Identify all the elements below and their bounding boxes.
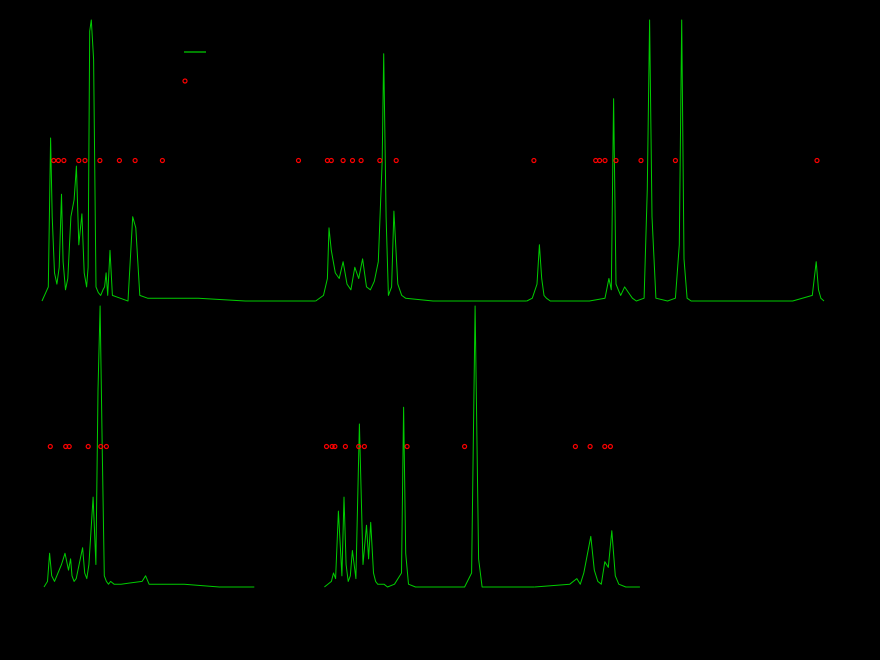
- spectrum-trace-0-0: [41, 19, 316, 302]
- bottom-spectrum-panel: [43, 305, 640, 588]
- peak-marker: [328, 157, 334, 164]
- peak-marker: [342, 443, 348, 450]
- peak-marker: [61, 157, 67, 164]
- peak-marker: [82, 157, 88, 164]
- peak-marker: [85, 443, 91, 450]
- legend: [182, 51, 206, 84]
- peak-marker: [356, 443, 362, 450]
- peak-marker: [76, 157, 82, 164]
- peak-marker: [358, 157, 364, 164]
- peak-marker: [47, 443, 53, 450]
- peak-marker: [103, 443, 110, 450]
- spectrum-trace-0-2: [526, 19, 825, 302]
- peak-marker: [98, 443, 104, 450]
- peak-marker: [638, 157, 644, 164]
- peak-marker: [602, 443, 608, 450]
- peak-marker: [393, 157, 399, 164]
- peak-marker: [55, 157, 62, 164]
- peak-marker: [531, 157, 537, 164]
- peak-marker: [607, 443, 614, 450]
- peak-marker: [814, 157, 820, 164]
- peak-marker: [596, 157, 603, 164]
- peak-marker: [349, 157, 356, 164]
- peak-marker: [295, 157, 302, 164]
- peak-marker: [66, 443, 72, 450]
- peak-marker: [462, 443, 468, 450]
- peak-marker: [572, 443, 579, 450]
- peak-marker: [377, 157, 383, 164]
- peak-marker: [332, 443, 338, 450]
- peak-marker: [340, 157, 346, 164]
- spectrum-trace-1-0: [43, 305, 255, 588]
- peak-marker: [361, 443, 367, 450]
- peak-marker: [613, 157, 619, 164]
- peak-marker: [329, 443, 335, 450]
- peak-marker: [116, 157, 123, 164]
- spectrum-trace-1-2: [534, 530, 640, 588]
- spectrum-trace-0-1: [315, 53, 527, 302]
- spectrum-trace-1-1: [324, 305, 535, 588]
- legend-marker-swatch: [182, 78, 188, 84]
- peak-marker: [132, 157, 138, 164]
- peak-marker: [97, 157, 103, 164]
- peak-marker: [602, 157, 608, 164]
- peak-marker: [323, 443, 330, 450]
- peak-marker: [672, 157, 679, 164]
- peak-marker: [587, 443, 593, 450]
- peak-marker: [404, 443, 410, 450]
- top-spectrum-panel: [41, 19, 825, 302]
- peak-marker: [159, 157, 165, 164]
- peak-marker: [51, 157, 57, 164]
